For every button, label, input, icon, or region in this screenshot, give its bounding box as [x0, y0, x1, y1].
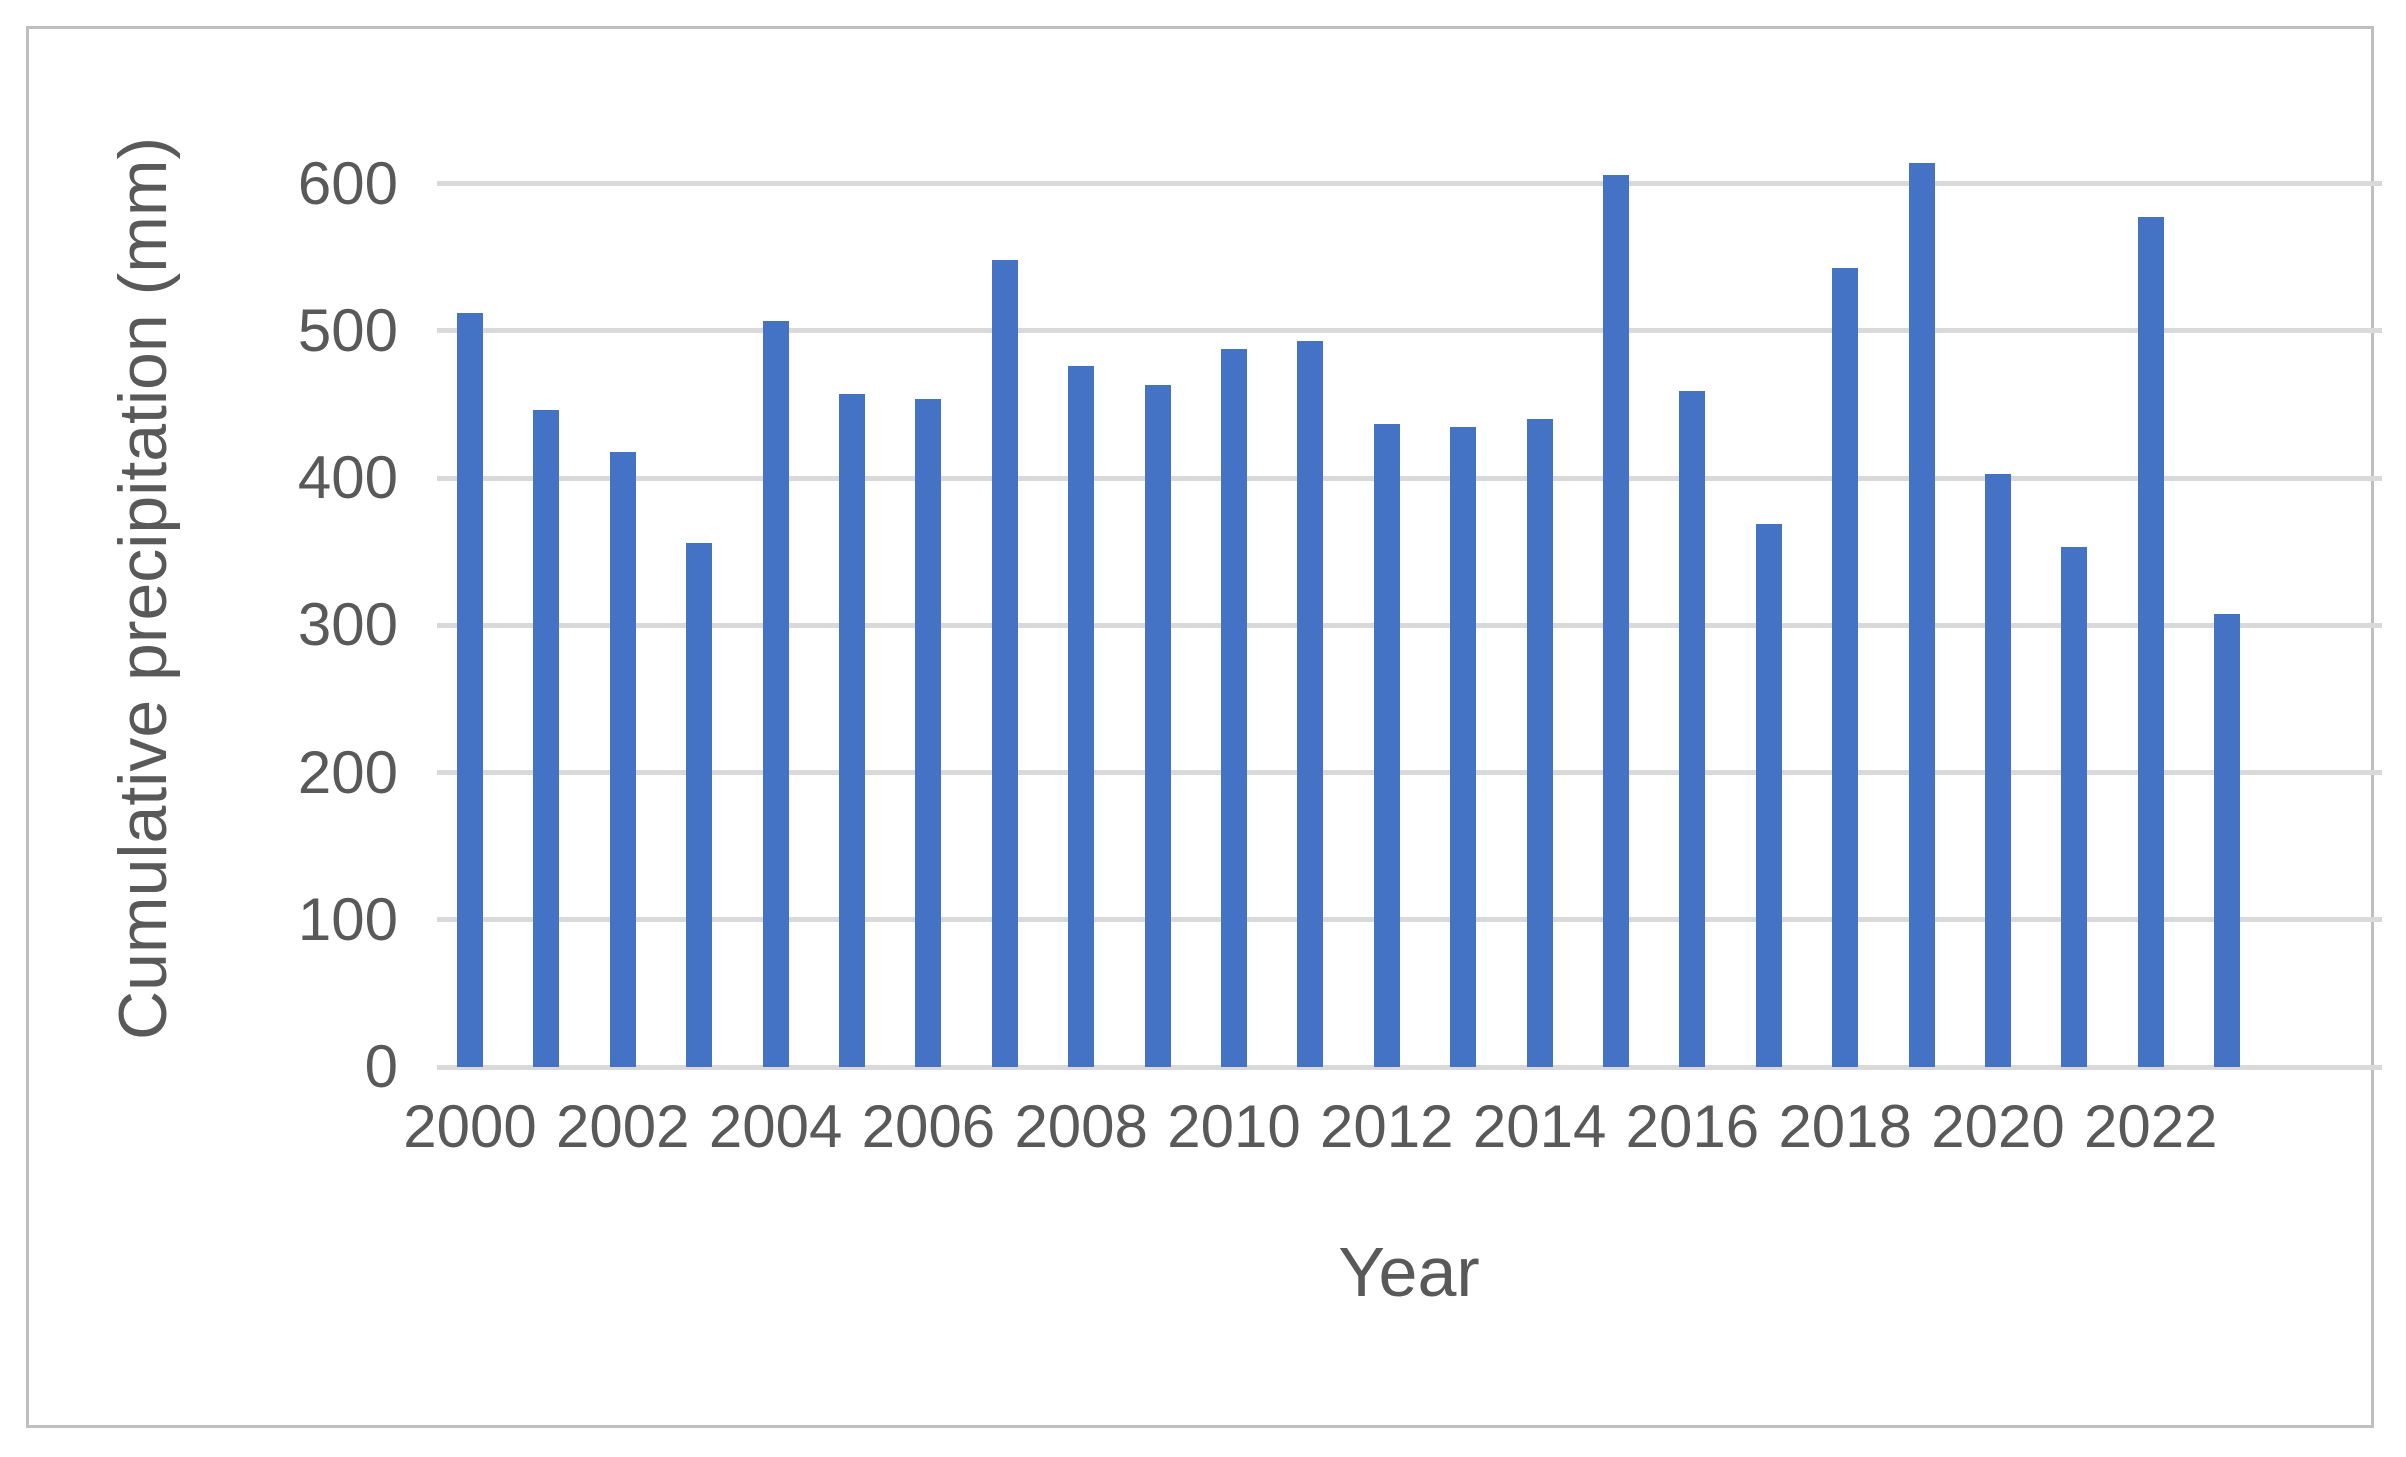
x-tick-label: 2022 [2084, 1093, 2218, 1160]
y-tick-label: 0 [364, 1033, 398, 1100]
y-axis-title: Cumulative precipitation (mm) [105, 136, 181, 1040]
gridline [437, 328, 2382, 334]
bar-2010 [1221, 348, 1247, 1067]
bar-2001 [533, 410, 560, 1067]
x-tick-label: 2000 [403, 1093, 537, 1160]
plot-area [437, 110, 2382, 1070]
bar-2006 [915, 398, 942, 1067]
x-tick-label: 2006 [861, 1093, 996, 1160]
x-axis-line [437, 1064, 2382, 1070]
gridline [437, 622, 2382, 628]
y-tick-label: 500 [297, 296, 398, 364]
x-tick-label: 2012 [1320, 1093, 1454, 1160]
bar-2016 [1679, 391, 1706, 1067]
bar-2011 [1297, 341, 1324, 1067]
bar-2020 [1985, 473, 2011, 1067]
bar-2005 [839, 394, 865, 1067]
y-tick-label: 300 [297, 591, 398, 659]
bar-2022 [2137, 217, 2164, 1067]
x-tick-label: 2002 [556, 1093, 690, 1160]
y-tick-label: 200 [297, 738, 398, 806]
x-tick-label: 2004 [708, 1093, 843, 1160]
bar-2013 [1450, 426, 1477, 1067]
bar-2023 [2214, 613, 2241, 1067]
bar-2000 [457, 313, 483, 1067]
bar-2009 [1144, 385, 1171, 1067]
x-tick-label: 2014 [1472, 1093, 1607, 1160]
bar-2015 [1603, 174, 1629, 1067]
bar-2012 [1373, 423, 1400, 1067]
bar-2017 [1755, 523, 1782, 1067]
y-tick-label: 100 [297, 885, 398, 953]
gridline [437, 475, 2382, 481]
bar-2019 [1908, 163, 1935, 1067]
x-tick-label: 2018 [1778, 1093, 1912, 1160]
x-axis-title: Year [1338, 1233, 1480, 1311]
bar-2003 [686, 542, 713, 1067]
bar-2018 [1832, 267, 1859, 1067]
bar-2014 [1526, 419, 1553, 1067]
chart-frame [26, 26, 2374, 1428]
gridline [437, 770, 2382, 776]
gridline [437, 917, 2382, 923]
bar-2021 [2061, 547, 2088, 1067]
x-tick-label: 2008 [1014, 1093, 1148, 1160]
bar-2002 [609, 451, 636, 1067]
x-tick-label: 2020 [1931, 1093, 2065, 1160]
y-tick-label: 600 [297, 149, 398, 217]
bar-2008 [1068, 366, 1095, 1067]
bar-2007 [991, 260, 1018, 1067]
gridline [437, 181, 2382, 187]
bar-2004 [762, 320, 789, 1067]
x-tick-label: 2016 [1625, 1093, 1760, 1160]
x-tick-label: 2010 [1167, 1093, 1301, 1160]
y-tick-label: 400 [297, 444, 398, 512]
